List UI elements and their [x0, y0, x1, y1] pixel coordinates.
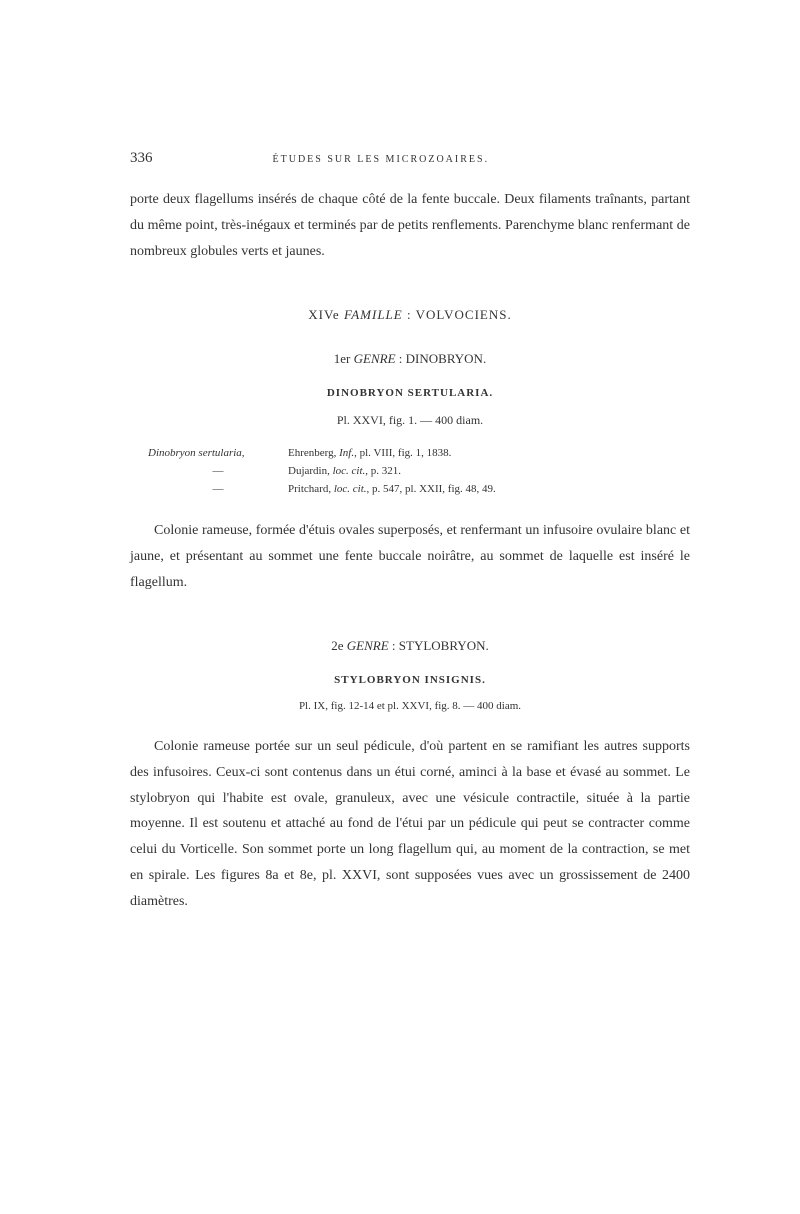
ref-text: Dujardin, loc. cit., p. 321. — [288, 462, 690, 480]
genre1-sep: : — [396, 351, 406, 366]
reference-line: Dinobryon sertularia, Ehrenberg, Inf., p… — [148, 444, 690, 462]
page-content: 336 ÉTUDES SUR LES MICROZOAIRES. porte d… — [0, 0, 800, 975]
species1-references: Dinobryon sertularia, Ehrenberg, Inf., p… — [148, 444, 690, 498]
species2-plate: Pl. IX, fig. 12-14 et pl. XXVI, fig. 8. … — [130, 700, 690, 712]
species1-paragraph: Colonie rameuse, formée d'étuis ovales s… — [130, 518, 690, 596]
family-name: VOLVOCIENS. — [416, 307, 512, 322]
ref-dash: — — [148, 462, 288, 480]
genre2-heading: 2e GENRE : STYLOBRYON. — [130, 638, 690, 654]
reference-line: — Dujardin, loc. cit., p. 321. — [148, 462, 690, 480]
species1-plate: Pl. XXVI, fig. 1. — 400 diam. — [130, 413, 690, 428]
genre1-number: 1er — [334, 351, 351, 366]
ref-dash: — — [148, 480, 288, 498]
genre1-label: GENRE — [354, 351, 396, 366]
species1-heading: DINOBRYON SERTULARIA. — [130, 387, 690, 399]
reference-line: — Pritchard, loc. cit., p. 547, pl. XXII… — [148, 480, 690, 498]
family-label: FAMILLE — [344, 307, 403, 322]
genre2-name: STYLOBRYON. — [399, 638, 489, 653]
species2-heading: STYLOBRYON INSIGNIS. — [130, 674, 690, 686]
family-number: XIVe — [308, 307, 339, 322]
genre2-number: 2e — [331, 638, 343, 653]
page-header: 336 ÉTUDES SUR LES MICROZOAIRES. — [130, 150, 690, 167]
ref-text: Pritchard, loc. cit., p. 547, pl. XXII, … — [288, 480, 690, 498]
genre2-label: GENRE — [347, 638, 389, 653]
ref-species: Dinobryon sertularia, — [148, 444, 288, 462]
running-title: ÉTUDES SUR LES MICROZOAIRES. — [273, 154, 490, 165]
intro-paragraph: porte deux flagellums insérés de chaque … — [130, 187, 690, 265]
genre1-heading: 1er GENRE : DINOBRYON. — [130, 351, 690, 367]
ref-text: Ehrenberg, Inf., pl. VIII, fig. 1, 1838. — [288, 444, 690, 462]
genre2-sep: : — [389, 638, 399, 653]
family-sep: : — [403, 307, 416, 322]
family-heading: XIVe FAMILLE : VOLVOCIENS. — [130, 307, 690, 323]
page-number: 336 — [130, 150, 153, 167]
genre1-name: DINOBRYON. — [406, 351, 487, 366]
species2-paragraph: Colonie rameuse portée sur un seul pédic… — [130, 734, 690, 915]
